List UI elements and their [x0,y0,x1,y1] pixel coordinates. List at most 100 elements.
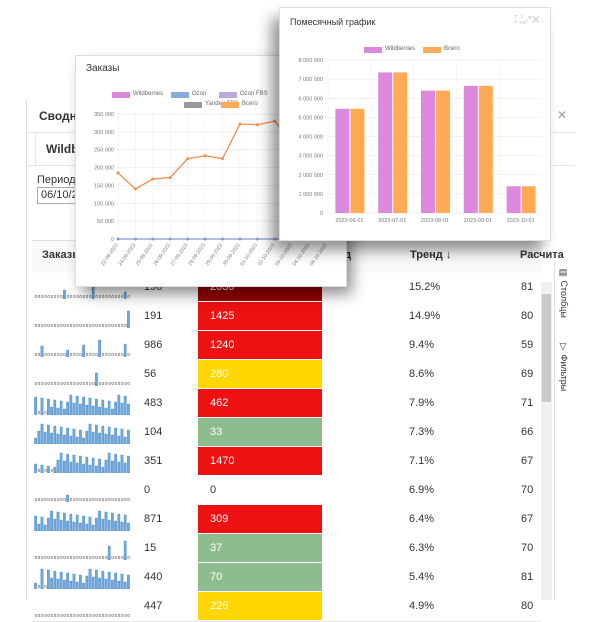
sparkline-bar [66,453,69,473]
sparkline-zero: 0 [121,352,124,357]
sparkline-bar [123,395,127,415]
sparkline-zero: 0 [51,381,54,386]
sparkline-zero: 0 [73,497,76,502]
calc-value: 80 [521,600,534,612]
header-calc[interactable]: Расчита [520,249,564,261]
sparkline-bar [123,581,127,589]
table-row[interactable]: 0 0 0 0 0 0 0 0 0 0 0 0 0 0 0 0 0 0 0 0 0 0 0 0 0 0 0 0 0 0 0 6.9% 70 [32,476,542,506]
scroll-thumb[interactable] [542,294,551,402]
sparkline-zero: 0 [41,555,44,560]
close-icon[interactable]: ✕ [557,108,568,122]
header-trend[interactable]: Тренд ↓ [410,249,451,261]
sparkline-bar [107,519,111,531]
sparkline-zero: 0 [63,555,66,560]
columns-toggle[interactable]: ▤ Столбцы [559,268,569,318]
sparkline-bar [95,398,98,415]
sparkline-zero: 0 [95,555,98,560]
sparkline-zero: 0 [73,381,76,386]
legend-label[interactable]: Wildberries [133,91,164,97]
sparkline-bar [56,578,60,589]
sparkline-zero: 0 [86,381,89,386]
sparkline-zero: 0 [44,381,47,386]
sparkline-zero: 0 [38,468,41,473]
resize-icon[interactable]: ⤢ [523,15,532,26]
sparkline-bar [40,423,44,444]
monthly-chart-window[interactable]: Помесячный график ⛶⤢✕ Wildberries Всего 0… [280,8,550,240]
table-row[interactable]: 104 33 7.3% 66 [32,418,542,448]
header-orders[interactable]: Заказы [42,249,82,261]
sparkline-zero: 0 [121,294,124,299]
table-row[interactable]: 0 0 0 0 0 0 0 0 0 0 0 0 0 0 0 0 0 0 0 0 0 0 0 0 0 0 0 0 0 56 280 8.6% 69 [32,360,542,390]
sparkline-bar [79,522,82,531]
table-row[interactable]: 0 0 0 351 1470 7.1% 67 [32,447,542,477]
y-tick-label: 0 [320,211,323,217]
maximize-icon[interactable]: ⛶ [515,15,523,26]
table-row[interactable]: 0 0 440 70 5.4% 81 [32,563,542,593]
sparkline-bar [66,427,69,444]
sparkline-zero: 0 [83,294,86,299]
sparkline-bar [40,464,44,473]
orders-value: 56 [144,368,157,380]
legend-label[interactable]: Ozon FBS [240,91,268,97]
sparkline-zero: 0 [51,352,54,357]
sparkline-bar [72,402,76,415]
bar [421,90,435,213]
table-row[interactable]: 0 0 0 0 0 0 0 0 0 0 0 0 0 0 0 0 0 0 0 0 0 0 0 0 0 0 0 0 0 0 447 226 4.9%… [32,592,542,622]
orders-line-chart: 0 50 000 100 000 150 000 200 000 250 000 300 0… [94,112,338,267]
legend-label[interactable]: Ozon [192,91,207,97]
sparkline-bar [69,394,73,415]
y-tick-label: 150 000 [94,183,114,189]
bar [393,72,408,214]
sparkline-bar [82,344,85,357]
sparkline-zero: 0 [121,381,124,386]
sparkline-zero: 0 [99,381,102,386]
sparkline-chart [34,423,130,444]
legend-label[interactable]: Wildberries [385,46,416,52]
legend-swatch [171,92,189,98]
table-scrollbar[interactable] [541,282,552,600]
sparkline-zero: 0 [44,352,47,357]
sparkline-bar [82,396,85,415]
y-tick-label: 3 000 000 [299,154,323,160]
sparkline-zero: 0 [35,323,38,328]
sparkline-zero: 0 [35,497,38,502]
orders-value: 871 [144,513,163,525]
sparkline-zero: 0 [92,497,95,502]
table-row[interactable]: 0 0 0 0 0 0 0 0 0 0 0 0 0 0 0 0 0 0 0 0 0 0 0 0 0 0 0 0 0 191 1425 14.9… [32,302,542,332]
table-row[interactable]: 0 0 0 0 0 0 0 0 0 0 0 0 0 0 0 0 0 0 0 0 0 0 0 0 0 0 0 0 15 37 6.3% 70 [32,534,542,564]
summary-table: Заказы ад Тренд ↓ Расчита 00000000000000… [32,240,564,622]
y-tick-label: 50 000 [97,219,114,225]
y-tick-label: 1 000 000 [299,192,323,198]
sparkline-zero: 0 [79,497,82,502]
filters-toggle[interactable]: ▽ Фильтры [559,342,569,391]
sparkline-zero: 0 [124,381,127,386]
trend-value: 8.6% [409,368,435,380]
data-point [273,119,277,123]
sparkline-bar [82,463,85,473]
sparkline-zero: 0 [44,410,47,415]
legend-swatch [184,102,202,108]
sparkline-zero: 0 [54,497,57,502]
data-point [151,237,155,241]
table-row[interactable]: 0 0 483 462 7.9% 71 [32,389,542,419]
table-row[interactable]: 0 0 0 0 0 0 0 0 0 0 0 0 0 0 0 0 0 0 0 0 0 0 0 0 0 986 1240 9.4% 59 [32,331,542,361]
sparkline-zero: 0 [115,294,118,299]
sparkline-zero: 0 [70,323,73,328]
calc-value: 67 [521,513,534,525]
sparkline-zero: 0 [99,294,102,299]
trend-value: 15.2% [409,281,441,293]
table-row[interactable]: 871 309 6.4% 67 [32,505,542,535]
sparkline-zero: 0 [51,555,54,560]
close-icon[interactable]: ✕ [532,15,541,26]
sparkline-zero: 0 [86,294,89,299]
legend-label[interactable]: Всего [242,101,258,107]
data-point [116,171,120,175]
colored-value-cell: 1470 [198,447,322,475]
sparkline-bar [114,427,117,444]
calc-value: 81 [521,281,534,293]
legend-label[interactable]: Всего [444,46,460,52]
sparkline-bar [88,568,92,589]
sparkline-zero: 0 [127,497,130,502]
sparkline-bar [117,513,121,531]
